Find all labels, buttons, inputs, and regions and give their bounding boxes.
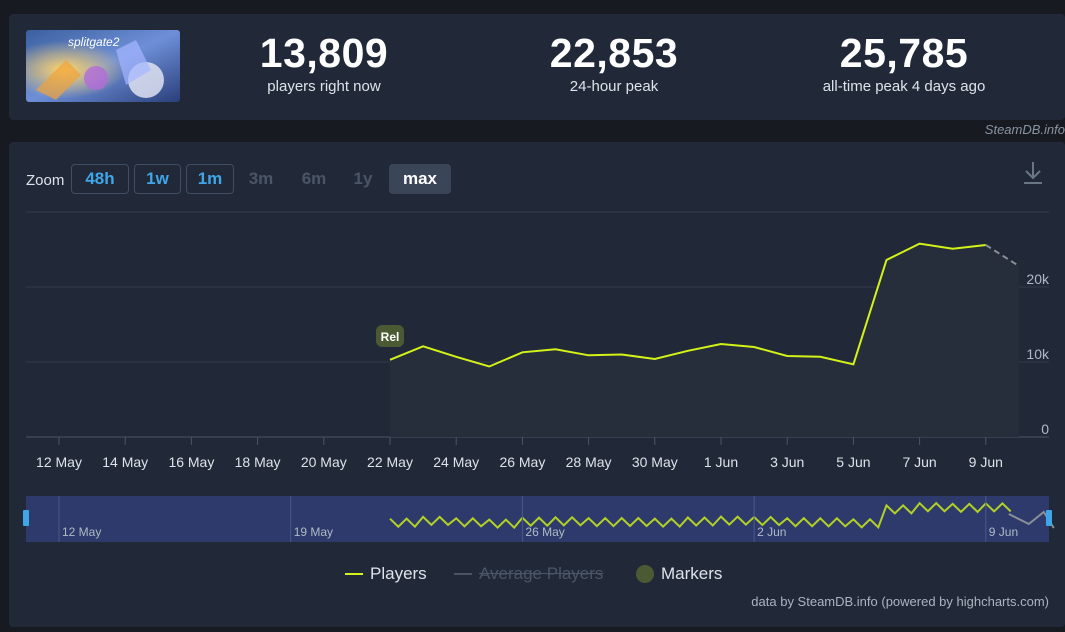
x-tick-label: 20 May: [301, 454, 347, 470]
stat-current-label: players right now: [267, 78, 381, 95]
legend-markers[interactable]: Markers: [636, 564, 722, 584]
chart-credits[interactable]: data by SteamDB.info (powered by highcha…: [751, 594, 1049, 609]
navigator-right-handle[interactable]: [1046, 510, 1052, 526]
chart-panel: Zoom 48h 1w 1m 3m 6m 1y max 0 10k 20k 12 M…: [9, 142, 1065, 627]
x-tick-label: 14 May: [102, 454, 148, 470]
players-swatch: [345, 573, 363, 575]
navigator-line: [389, 501, 1012, 530]
x-tick-label: 30 May: [632, 454, 678, 470]
x-tick-label: 28 May: [566, 454, 612, 470]
navigator[interactable]: 12 May 19 May 26 May 2 Jun 9 Jun: [9, 494, 1065, 544]
legend-players[interactable]: Players: [345, 564, 427, 584]
stat-all-time-peak: 25,785 all-time peak 4 days ago: [774, 30, 1034, 95]
stat-all-time-peak-label: all-time peak 4 days ago: [822, 78, 986, 95]
zoom-1y-button: 1y: [353, 169, 373, 188]
x-tick-label: 1 Jun: [704, 454, 738, 470]
navigator-label: 2 Jun: [757, 525, 786, 539]
navigator-label: 26 May: [525, 525, 564, 539]
y-tick-label: 10k: [1026, 346, 1050, 362]
stat-24h-peak-value: 22,853: [549, 30, 679, 76]
game-logo-text: splitgate2: [68, 35, 120, 49]
svg-text:Rel: Rel: [381, 330, 400, 344]
x-tick-label: 9 Jun: [969, 454, 1003, 470]
average-swatch: [454, 573, 472, 575]
players-area: [390, 243, 1019, 437]
navigator-label: 9 Jun: [989, 525, 1018, 539]
x-tick-label: 3 Jun: [770, 454, 804, 470]
players-line-incomplete: [985, 244, 1020, 267]
zoom-1w-button[interactable]: 1w: [134, 164, 181, 194]
zoom-1m-button[interactable]: 1m: [186, 164, 234, 194]
player-count-chart[interactable]: 0 10k 20k 12 May 14 May 16 May 18 May 20 May 22…: [9, 142, 1065, 552]
zoom-label: Zoom: [26, 172, 65, 189]
x-tick-label: 26 May: [499, 454, 545, 470]
release-marker[interactable]: Rel: [376, 325, 404, 347]
x-tick-label: 18 May: [235, 454, 281, 470]
legend-average-players-label: Average Players: [479, 564, 604, 583]
y-tick-label: 0: [1041, 421, 1049, 437]
x-tick-label: 24 May: [433, 454, 479, 470]
navigator-label: 19 May: [294, 525, 333, 539]
legend-players-label: Players: [370, 564, 427, 583]
zoom-3m-button: 3m: [248, 169, 274, 188]
stat-24h-peak: 22,853 24-hour peak: [484, 30, 744, 95]
navigator-label: 12 May: [62, 525, 101, 539]
stat-current-value: 13,809: [259, 30, 389, 76]
x-tick-label: 16 May: [168, 454, 214, 470]
markers-swatch: [636, 565, 654, 583]
stat-24h-peak-label: 24-hour peak: [569, 78, 659, 95]
y-tick-label: 20k: [1026, 271, 1050, 287]
steamdb-watermark: SteamDB.info: [984, 122, 1065, 137]
legend-average-players[interactable]: Average Players: [454, 564, 603, 584]
stat-all-time-peak-value: 25,785: [839, 30, 969, 76]
game-header-image[interactable]: splitgate2: [26, 30, 180, 102]
x-tick-label: 5 Jun: [836, 454, 870, 470]
zoom-6m-button: 6m: [301, 169, 327, 188]
chart-legend: Players Average Players Markers: [9, 564, 1065, 588]
stats-panel: splitgate2 13,809 players right now 22,8…: [9, 14, 1065, 120]
legend-markers-label: Markers: [661, 564, 723, 583]
x-tick-label: 12 May: [36, 454, 82, 470]
x-tick-label: 22 May: [367, 454, 413, 470]
navigator-left-handle[interactable]: [23, 510, 29, 526]
download-icon[interactable]: [1021, 160, 1045, 186]
players-line: [389, 242, 986, 368]
stat-current: 13,809 players right now: [194, 30, 454, 95]
zoom-48h-button[interactable]: 48h: [71, 164, 129, 194]
zoom-max-button[interactable]: max: [389, 164, 451, 194]
x-tick-label: 7 Jun: [902, 454, 936, 470]
